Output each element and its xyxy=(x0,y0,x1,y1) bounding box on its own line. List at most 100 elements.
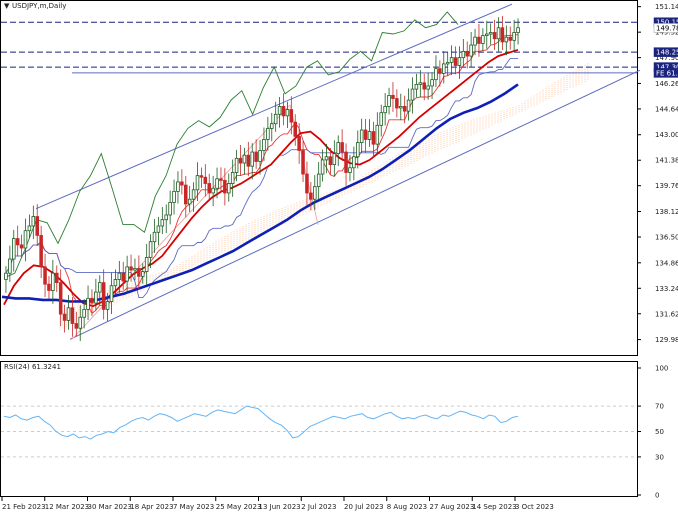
candlesticks xyxy=(4,15,520,342)
candle-body xyxy=(508,36,512,41)
candle-body xyxy=(164,214,168,221)
kijun-line xyxy=(5,57,518,299)
candle-body xyxy=(332,153,337,166)
candle-body xyxy=(453,57,458,66)
candle-body xyxy=(207,183,211,194)
x-tick-label: 14 Sep 2023 xyxy=(472,503,516,511)
candle-body xyxy=(109,285,114,302)
candle-body xyxy=(395,98,399,109)
candle-body xyxy=(74,323,79,329)
candle-body xyxy=(465,50,469,57)
candle-body xyxy=(199,175,204,178)
candle-body xyxy=(129,266,133,271)
candle-body xyxy=(51,272,55,291)
candle-body xyxy=(98,282,102,293)
candle-body xyxy=(309,192,313,200)
rsi-tick-label: 100 xyxy=(655,365,668,373)
candle-body xyxy=(371,131,376,145)
x-tick-label: 27 Aug 2023 xyxy=(430,503,475,511)
candle-body xyxy=(516,27,520,33)
candle-body xyxy=(176,181,180,192)
candle-body xyxy=(191,189,196,200)
candle-body xyxy=(469,44,473,57)
candle-body xyxy=(277,106,282,115)
x-tick-label: 8 Aug 2023 xyxy=(387,503,427,511)
candle-body xyxy=(172,190,176,203)
price-tag-label: 147.300 xyxy=(656,64,678,72)
candle-body xyxy=(258,150,262,162)
candle-body xyxy=(344,151,348,173)
candle-body xyxy=(457,57,462,66)
candle-body xyxy=(492,32,497,40)
tenkan-line xyxy=(5,34,518,314)
candle-body xyxy=(141,271,145,277)
y-tick-label: 129.980 xyxy=(655,336,678,344)
candle-body xyxy=(133,268,137,271)
candle-body xyxy=(399,106,403,109)
candle-body xyxy=(184,184,188,205)
candle-body xyxy=(324,156,329,161)
y-tick-label: 139.760 xyxy=(655,182,678,190)
candle-body xyxy=(430,79,434,87)
candle-body xyxy=(301,150,305,175)
candle-body xyxy=(254,151,258,162)
candle-body xyxy=(348,167,352,173)
price-tag-label: FE 61.8 xyxy=(656,69,678,77)
candle-body xyxy=(62,313,67,321)
candle-body xyxy=(82,308,86,318)
candle-body xyxy=(387,95,391,107)
candle-body xyxy=(375,124,380,145)
price-tag-box xyxy=(653,23,678,33)
candle-body xyxy=(137,268,141,277)
candle-body xyxy=(31,216,36,227)
candle-body xyxy=(144,257,149,273)
candle-body xyxy=(410,88,415,101)
candle-body xyxy=(187,198,192,205)
candle-body xyxy=(215,178,219,189)
candle-body xyxy=(39,235,43,268)
candle-body xyxy=(414,83,419,90)
symbol-arrow-icon: ▼ xyxy=(4,2,10,10)
x-tick-label: 3 Oct 2023 xyxy=(515,503,554,511)
candle-body xyxy=(442,63,446,74)
candle-body xyxy=(168,201,172,216)
x-tick-label: 2 Jul 2023 xyxy=(301,503,336,511)
candle-body xyxy=(504,36,509,43)
candle-body xyxy=(449,57,454,63)
rsi-tick-label: 0 xyxy=(655,492,659,500)
candle-body xyxy=(305,173,309,194)
candle-body xyxy=(473,36,477,46)
y-tick-label: 138.120 xyxy=(655,208,678,216)
y-tick-label: 136.500 xyxy=(655,234,678,242)
candle-body xyxy=(23,230,28,249)
rsi-tick-label: 30 xyxy=(655,453,664,461)
y-tick-label: 133.240 xyxy=(655,285,678,293)
candle-body xyxy=(90,297,94,304)
rsi-line xyxy=(3,405,519,440)
candle-body xyxy=(477,36,481,44)
candle-body xyxy=(121,272,125,282)
candle-body xyxy=(363,129,368,140)
candle-body xyxy=(27,225,32,232)
candle-body xyxy=(289,109,294,123)
candle-body xyxy=(148,241,153,258)
candle-body xyxy=(418,82,423,85)
candle-body xyxy=(270,123,274,129)
candle-body xyxy=(313,186,317,200)
x-tick-label: 13 Jun 2023 xyxy=(259,503,301,511)
candle-body xyxy=(445,61,450,65)
candle-body xyxy=(352,156,356,169)
price-tag-label: 149.785 xyxy=(656,24,678,32)
rsi-tick-label: 50 xyxy=(655,428,664,436)
candle-body xyxy=(316,173,321,188)
candle-body xyxy=(391,95,395,99)
candle-body xyxy=(359,129,364,144)
price-tag-label: 148.250 xyxy=(656,49,678,57)
candle-body xyxy=(125,266,129,282)
candle-body xyxy=(47,283,51,291)
price-tag-label: 150.150 xyxy=(656,19,678,27)
candle-body xyxy=(230,172,235,184)
candle-body xyxy=(156,225,161,233)
rsi-panel: 100 70 50 30 0 xyxy=(1,365,668,500)
